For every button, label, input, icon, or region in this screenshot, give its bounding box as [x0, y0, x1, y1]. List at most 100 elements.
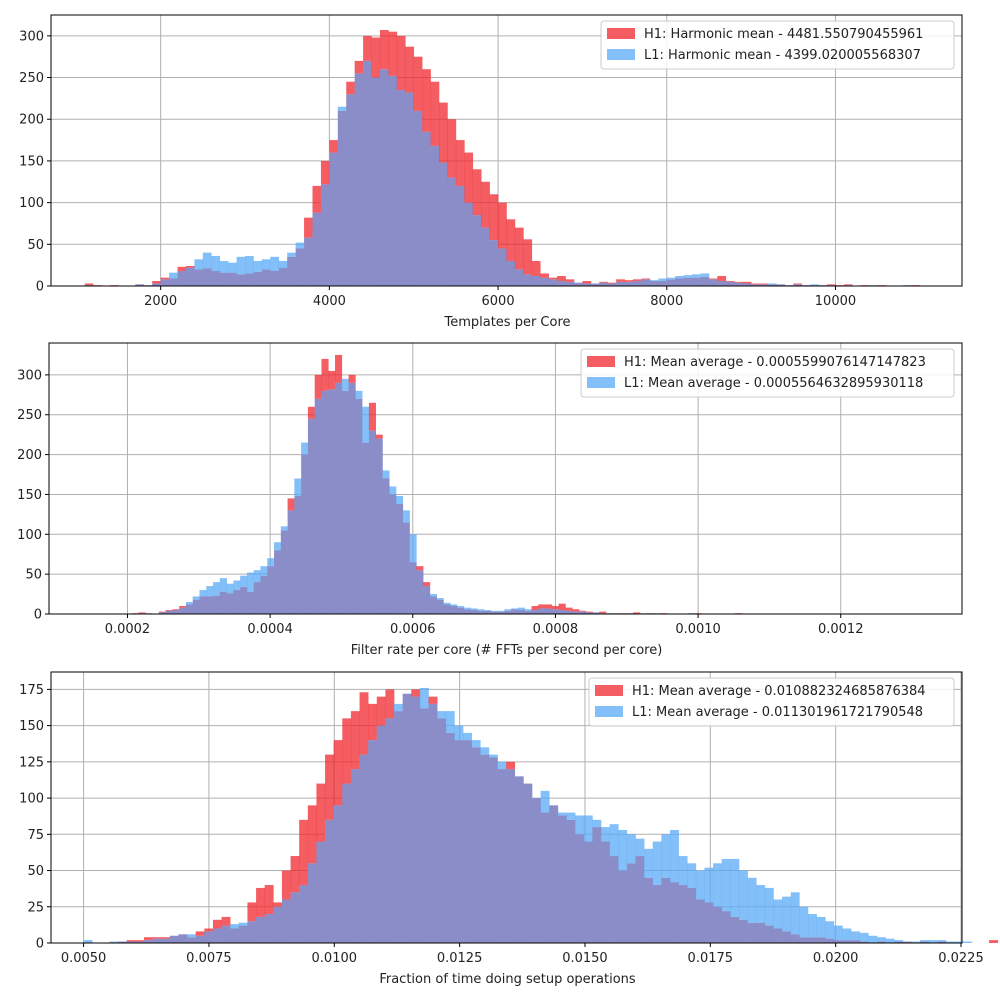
l1-bar [238, 922, 248, 926]
l1-bar [477, 609, 485, 611]
overlap-bar [470, 610, 478, 614]
l1-bar [246, 572, 255, 592]
overlap-bar [902, 941, 912, 943]
x-tick-label: 10000 [815, 294, 856, 309]
overlap-bar [751, 284, 760, 286]
overlap-bar [790, 934, 800, 943]
legend-box [580, 348, 955, 398]
l1-bar [261, 259, 271, 270]
h1-bar [273, 902, 283, 907]
x-tick-label: 0.0175 [688, 951, 734, 966]
y-tick-label: 150 [19, 154, 44, 169]
overlap-bar [590, 283, 600, 286]
overlap-bar [439, 162, 448, 286]
overlap-bar [172, 610, 180, 614]
overlap-bar [523, 783, 533, 943]
overlap-bar [405, 92, 415, 286]
overlap-bar [362, 442, 370, 614]
overlap-bar [842, 940, 852, 943]
l1-bar [730, 858, 740, 917]
overlap-bar [523, 274, 533, 286]
overlap-bar [359, 754, 369, 943]
x-tick-label: 6000 [482, 294, 515, 309]
h1-bar [989, 940, 998, 943]
h1-bar [472, 169, 482, 216]
axes-frame [48, 342, 963, 615]
h1-bar [316, 783, 326, 842]
h1-bar [540, 273, 549, 278]
h1-bar [346, 81, 355, 95]
overlap-bar [825, 938, 835, 943]
overlap-bar [582, 283, 592, 286]
h1-bar [165, 610, 173, 611]
overlap-bar [721, 911, 731, 943]
l1-bar [274, 542, 282, 551]
l1-bar [213, 582, 221, 596]
h1-bar [314, 374, 322, 399]
h1-bar [177, 266, 187, 271]
overlap-bar [233, 590, 241, 614]
overlap-bar [575, 834, 585, 943]
y-tick-label: 150 [17, 488, 42, 503]
l1-bar [649, 280, 659, 281]
overlap-bar [256, 916, 265, 943]
overlap-bar [304, 237, 313, 286]
overlap-bar [799, 937, 809, 943]
y-tick-label: 250 [19, 71, 44, 86]
overlap-bar [692, 277, 701, 286]
l1-bar [278, 260, 288, 268]
l1-bar [169, 272, 178, 279]
overlap-bar [463, 609, 471, 614]
overlap-bar [551, 609, 559, 614]
overlap-bar [514, 269, 524, 286]
h1-bar [734, 281, 743, 283]
l1-bar [245, 255, 254, 274]
overlap-bar [185, 267, 195, 286]
l1-bar [566, 812, 576, 820]
l1-bar [301, 442, 309, 455]
overlap-bar [725, 281, 735, 286]
overlap-bar [230, 928, 240, 943]
l1-bar [295, 242, 305, 249]
overlap-bar [264, 914, 274, 943]
legend-label-h1: H1: Mean average - 0.0005599076147147823 [624, 355, 926, 370]
l1-bar [524, 609, 532, 611]
overlap-bar [333, 805, 343, 943]
l1-bar [825, 921, 835, 939]
l1-bar [185, 602, 194, 605]
l1-bar [692, 274, 701, 278]
h1-bar [371, 37, 381, 78]
overlap-bar [572, 611, 580, 614]
overlap-bar [294, 496, 302, 614]
l1-bar [445, 711, 455, 733]
l1-bar [419, 687, 429, 709]
x-tick-label: 4000 [313, 294, 346, 309]
y-tick-label: 300 [19, 29, 44, 44]
h1-bar [843, 284, 853, 286]
l1-bar [236, 256, 246, 275]
overlap-bar [260, 575, 268, 614]
h1-bar [335, 354, 343, 383]
h1-bar [160, 277, 170, 280]
overlap-bar [497, 611, 505, 614]
axes-frame [50, 14, 963, 287]
l1-bar [436, 598, 444, 600]
overlap-bar [472, 215, 482, 286]
l1-bar [557, 812, 567, 816]
h1-bar [464, 152, 474, 203]
l1-bar [618, 829, 628, 871]
h1-bar [565, 607, 573, 611]
overlap-bar [524, 610, 532, 614]
overlap-bar [833, 940, 843, 943]
overlap-bar [565, 281, 575, 286]
overlap-bar [738, 919, 748, 943]
overlap-bar [379, 69, 389, 286]
h1-bar [506, 761, 516, 770]
overlap-bar [411, 696, 421, 943]
l1-bar [669, 829, 679, 883]
l1-bar [799, 906, 809, 938]
h1-bar [633, 612, 641, 614]
h1-bar [247, 902, 257, 922]
l1-bar [394, 703, 403, 712]
h1-bar [538, 604, 546, 609]
